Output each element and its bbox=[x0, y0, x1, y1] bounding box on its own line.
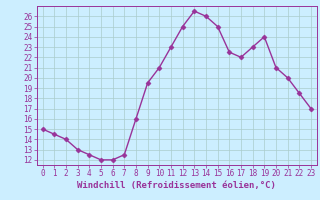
X-axis label: Windchill (Refroidissement éolien,°C): Windchill (Refroidissement éolien,°C) bbox=[77, 181, 276, 190]
